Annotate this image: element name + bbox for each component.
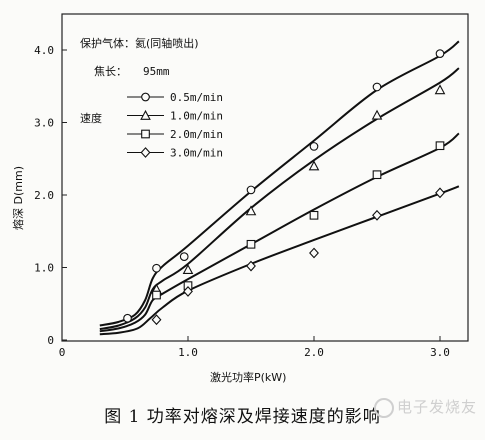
axis-labels: 激光功率P(kW) 熔深 D(mm) <box>11 166 286 384</box>
data-point-triangle <box>371 109 383 120</box>
data-point-square <box>246 239 256 249</box>
legend-marker-diamond <box>140 147 151 158</box>
series-line-0 <box>99 40 460 327</box>
data-point-triangle <box>308 160 320 171</box>
data-point-diamond <box>246 260 256 272</box>
data-point-circle <box>246 185 256 195</box>
legend-label: 2.0m/min <box>170 128 223 141</box>
data-point-diamond <box>151 314 162 326</box>
data-point-circle <box>309 142 319 151</box>
series-line-2 <box>99 132 460 333</box>
data-point-diamond <box>309 247 319 259</box>
x-tick-label: 2.0 <box>304 346 324 359</box>
legend-label: 1.0m/min <box>170 110 223 123</box>
data-point-circle <box>123 313 132 323</box>
legend: 0.5m/min 1.0m/min 2.0m/min 3.0m/min <box>127 91 223 160</box>
data-point-diamond <box>372 209 382 221</box>
data-point-square <box>309 210 319 220</box>
figure-caption: 图 1 功率对熔深及焊接速度的影响 <box>104 407 381 427</box>
y-tick-label: 4.0 <box>34 44 54 57</box>
axes <box>61 13 469 342</box>
series-line-3 <box>99 185 460 336</box>
tick-labels: 0 1.0 2.0 3.0 0 1.0 2.0 3.0 4.0 <box>34 44 450 359</box>
y-tick-label: 2.0 <box>34 189 54 202</box>
legend-marker-triangle <box>140 109 151 120</box>
y-tick-label: 0 <box>47 334 54 347</box>
data-point-circle <box>179 252 189 261</box>
chart-canvas: 0 1.0 2.0 3.0 0 1.0 2.0 3.0 4.0 保护气体：氦(同轴喷出) 焦长：… <box>11 13 469 384</box>
y-axis-label: 熔深 D(mm) <box>11 166 25 230</box>
data-point-diamond <box>435 187 445 199</box>
data-point-square <box>372 170 382 180</box>
series-curves <box>99 40 460 336</box>
x-tick-label: 1.0 <box>178 346 198 359</box>
y-tick-label: 1.0 <box>34 262 54 275</box>
x-axis-label: 激光功率P(kW) <box>210 370 286 384</box>
focal-value: 95mm <box>143 65 170 78</box>
gas-annotation: 保护气体：氦(同轴喷出) <box>80 36 199 50</box>
focal-label: 焦长： <box>94 65 127 78</box>
data-point-circle <box>152 263 161 273</box>
legend-label: 0.5m/min <box>170 91 223 104</box>
y-tick-label: 3.0 <box>34 117 54 130</box>
watermark-logo-icon <box>373 397 394 418</box>
data-point-circle <box>372 82 382 92</box>
plot-frame <box>61 13 469 342</box>
watermark: 电子发烧友 <box>373 396 477 418</box>
watermark-text: 电子发烧友 <box>396 398 477 416</box>
legend-marker-circle <box>141 92 150 102</box>
x-tick-label: 3.0 <box>430 346 450 359</box>
legend-label: 3.0m/min <box>170 147 223 160</box>
series-markers <box>123 49 446 326</box>
x-tick-label: 0 <box>59 346 66 359</box>
data-point-diamond <box>183 286 193 297</box>
annotations: 保护气体：氦(同轴喷出) 焦长： 95mm 速度 <box>80 36 199 125</box>
data-point-circle <box>435 49 445 58</box>
data-point-square <box>435 141 445 151</box>
speed-label: 速度 <box>80 111 102 125</box>
legend-marker-square <box>141 129 150 139</box>
data-point-triangle <box>182 264 194 275</box>
series-line-1 <box>99 67 460 331</box>
data-point-triangle <box>434 84 446 95</box>
data-point-square <box>152 290 161 300</box>
data-point-triangle <box>245 205 257 216</box>
